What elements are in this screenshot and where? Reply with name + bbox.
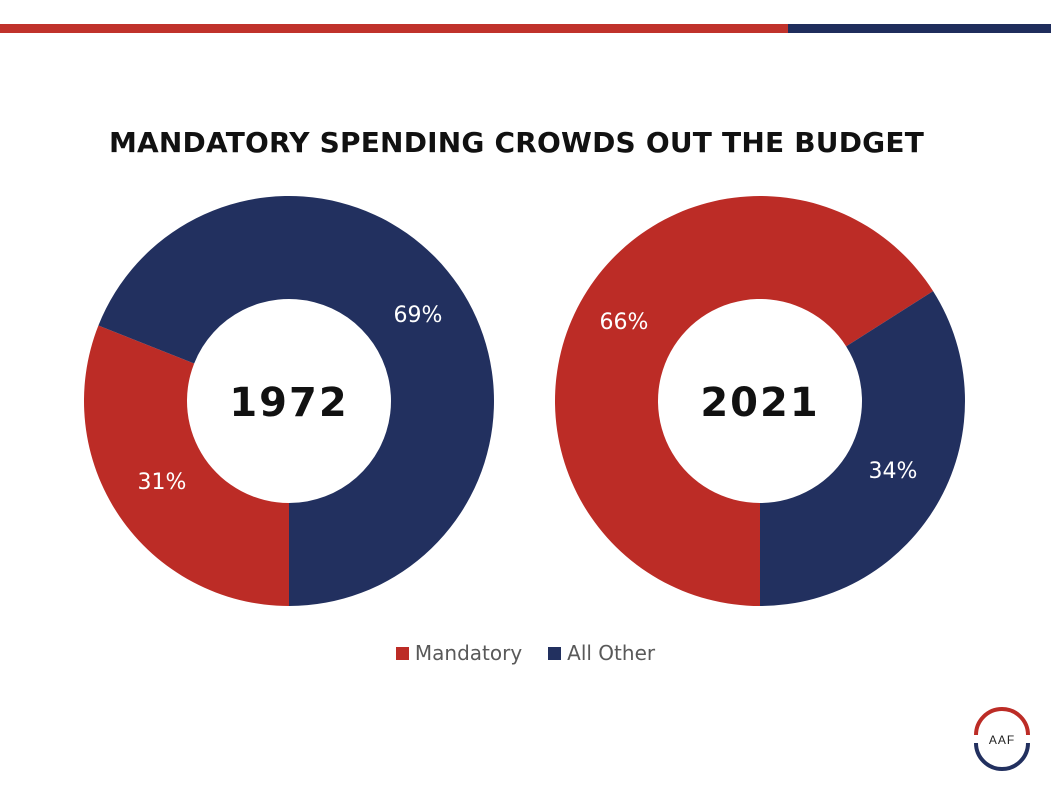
donut-1972: 31% 69% 1972 — [83, 196, 495, 607]
legend-item-mandatory: Mandatory — [395, 641, 523, 665]
legend-swatch-mandatory — [395, 646, 409, 660]
donut-2021: 66% 34% 2021 — [554, 196, 965, 607]
logo-arc-red — [974, 707, 1030, 736]
data-label-mandatory-2021: 66% — [600, 310, 649, 335]
chart-title: MANDATORY SPENDING CROWDS OUT THE BUDGET — [108, 126, 924, 159]
logo-arc-blue — [974, 742, 1030, 771]
slice-mandatory-1972 — [83, 325, 290, 606]
top-accent-blue — [788, 24, 1051, 33]
legend-item-all-other: All Other — [548, 641, 655, 665]
data-label-mandatory-1972: 31% — [138, 470, 187, 495]
slice-all-other-2021 — [760, 291, 965, 606]
top-accent-red — [0, 24, 788, 33]
chart-legend: Mandatory All Other — [0, 641, 1051, 665]
data-label-all-other-2021: 34% — [869, 459, 918, 484]
slice-all-other-1972 — [98, 196, 495, 607]
legend-label-mandatory: Mandatory — [414, 641, 523, 665]
top-accent-bar — [0, 24, 1051, 33]
center-label-2021: 2021 — [700, 380, 819, 426]
center-label-1972: 1972 — [229, 380, 348, 426]
aaf-logo: AAF — [974, 707, 1030, 771]
logo-text: AAF — [989, 733, 1015, 747]
slice-mandatory-2021 — [554, 196, 934, 607]
legend-swatch-all-other — [548, 646, 562, 660]
legend-label-all-other: All Other — [567, 641, 656, 665]
data-label-all-other-1972: 69% — [394, 303, 443, 328]
